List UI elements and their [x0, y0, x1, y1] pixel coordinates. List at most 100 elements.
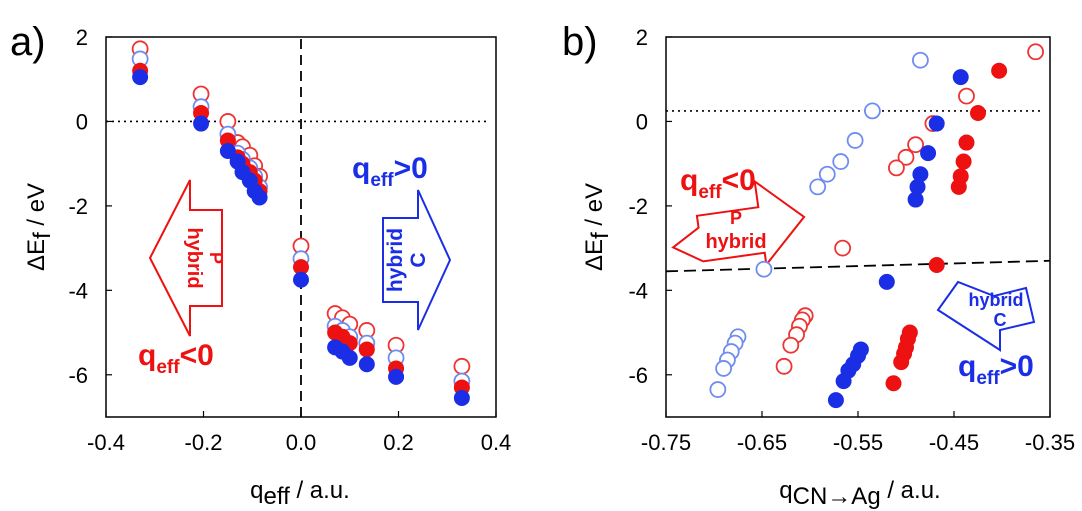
panel-a-right-arrow: hybrid C: [382, 189, 452, 331]
panel-b-lower-arrow: hybrid C: [936, 280, 1036, 352]
data-point-filled-blue: [132, 69, 149, 86]
data-point-open-blue: [832, 153, 850, 170]
panel-b-points: [709, 43, 1044, 409]
right-arrow-shape: [382, 189, 452, 331]
data-point-filled-blue: [952, 69, 969, 86]
arrow-b-upper-line1: P: [730, 208, 742, 228]
x-tick-label: -0.45: [929, 430, 979, 455]
data-point-open-blue: [818, 165, 836, 183]
data-point-open-red: [897, 148, 915, 166]
arrow-b-lower-line1: hybrid: [968, 290, 1023, 310]
x-tick-label: -0.35: [1025, 430, 1075, 455]
panel-a-left-arrow: P hybrid: [148, 179, 226, 337]
data-point-filled-blue: [251, 189, 268, 206]
data-point-filled-blue: [388, 368, 405, 385]
panel-b-label: b): [562, 20, 598, 64]
y-tick-label: 0: [636, 109, 648, 134]
panel-a-reference-lines: [106, 39, 488, 417]
x-tick-label: -0.4: [87, 430, 125, 455]
arrow-a-right-line1: hybrid: [384, 228, 407, 292]
data-point-filled-red: [950, 178, 967, 195]
data-point-open-blue: [864, 102, 881, 120]
data-point-open-blue: [709, 381, 727, 398]
data-point-filled-blue: [293, 271, 309, 288]
x-tick-label: -0.55: [833, 430, 883, 455]
data-point-filled-blue: [907, 191, 924, 208]
data-point-open-red: [453, 357, 471, 375]
panel-b-annotation-qeff-negative: qeff<0: [680, 164, 756, 203]
x-tick-label: -0.75: [641, 430, 691, 455]
panel-b-ylabel: ΔEf / eV: [581, 183, 614, 271]
data-point-filled-blue: [193, 115, 210, 132]
arrow-a-right-line2: C: [407, 252, 430, 267]
data-point-open-blue: [755, 260, 773, 278]
data-point-open-red: [958, 87, 975, 105]
data-point-open-red: [782, 336, 800, 354]
data-point-open-blue: [846, 132, 864, 149]
data-point-open-blue: [715, 360, 732, 377]
data-point-filled-red: [928, 257, 945, 273]
data-point-filled-blue: [219, 143, 236, 159]
x-tick-label: -0.65: [737, 430, 787, 455]
data-point-filled-blue: [878, 273, 895, 290]
panel-a-xlabel: qeff / a.u.: [250, 477, 350, 510]
panel-a-points: [131, 40, 471, 406]
arrow-b-lower-line2: C: [994, 310, 1007, 330]
x-tick-label: 0.2: [383, 430, 414, 455]
panel-b-annotation-qeff-positive: qeff>0: [958, 350, 1034, 389]
panel-b-ticks: -0.75 -0.65 -0.55 -0.45 -0.35 2 0 -2 -4 -6: [628, 25, 1075, 455]
panel-b: b) -0.75 -0.65 -0.55 -0.45 -0.35 2 0 -2 -4 -6 P h…: [562, 20, 1075, 510]
panel-a-label: a): [10, 20, 46, 64]
x-tick-label: 0.4: [481, 430, 512, 455]
data-point-filled-red: [991, 62, 1008, 79]
panel-b-xlabel: qCN→Ag / a.u.: [779, 477, 940, 510]
y-tick-label: 2: [636, 25, 648, 50]
panel-a-ylabel: ΔEf / eV: [23, 183, 56, 271]
data-point-filled-blue: [827, 392, 844, 409]
data-point-filled-blue: [453, 390, 470, 406]
panel-a-annotation-qeff-positive: qeff>0: [352, 152, 428, 191]
data-point-filled-red: [893, 354, 910, 371]
dashed-separator-line: [665, 259, 1051, 273]
data-point-open-red: [1027, 43, 1044, 61]
data-point-open-red: [775, 357, 793, 375]
panel-a: a) -0.4 -0.2 0.0 0.2 0.4 2 0 -2 -4 -6 P hybrid hy…: [10, 20, 511, 510]
arrow-a-left-line2: hybrid: [183, 227, 205, 288]
y-tick-label: 2: [76, 25, 88, 50]
y-tick-label: -4: [628, 278, 648, 303]
data-point-filled-red: [358, 341, 375, 358]
y-tick-label: -2: [628, 194, 648, 219]
arrow-b-upper-line2: hybrid: [705, 231, 766, 253]
y-tick-label: -6: [68, 363, 88, 388]
panel-a-ticks: -0.4 -0.2 0.0 0.2 0.4 2 0 -2 -4 -6: [68, 25, 511, 455]
x-tick-label: -0.2: [185, 430, 223, 455]
data-point-filled-blue: [835, 373, 852, 390]
lower-arrow-shape: [936, 280, 1036, 352]
data-point-open-blue: [809, 178, 827, 196]
data-point-filled-blue: [928, 115, 945, 132]
data-point-open-red: [907, 136, 924, 154]
x-tick-label: 0.0: [286, 430, 317, 455]
data-point-open-red: [834, 239, 852, 257]
data-point-filled-blue: [920, 145, 937, 162]
panel-b-upper-arrow: P hybrid: [671, 179, 806, 268]
svg-text:ΔEf / eV: ΔEf / eV: [581, 183, 614, 271]
data-point-filled-red: [885, 375, 902, 392]
data-point-open-red: [888, 159, 905, 177]
upper-arrow-shape: [671, 179, 806, 268]
y-tick-label: -2: [68, 194, 88, 219]
panel-a-annotation-qeff-negative: qeff<0: [138, 339, 214, 378]
y-tick-label: -4: [68, 278, 88, 303]
data-point-filled-blue: [358, 356, 375, 373]
y-tick-label: -6: [628, 363, 648, 388]
data-point-filled-red: [970, 105, 986, 121]
data-point-filled-red: [955, 153, 972, 170]
data-point-filled-blue: [341, 349, 358, 366]
arrow-a-left-line1: P: [206, 252, 226, 264]
data-point-filled-red: [958, 134, 975, 151]
svg-text:ΔEf / eV: ΔEf / eV: [23, 183, 56, 271]
y-tick-label: 0: [76, 109, 88, 134]
left-arrow-shape: [148, 179, 223, 337]
data-point-open-blue: [912, 51, 929, 69]
